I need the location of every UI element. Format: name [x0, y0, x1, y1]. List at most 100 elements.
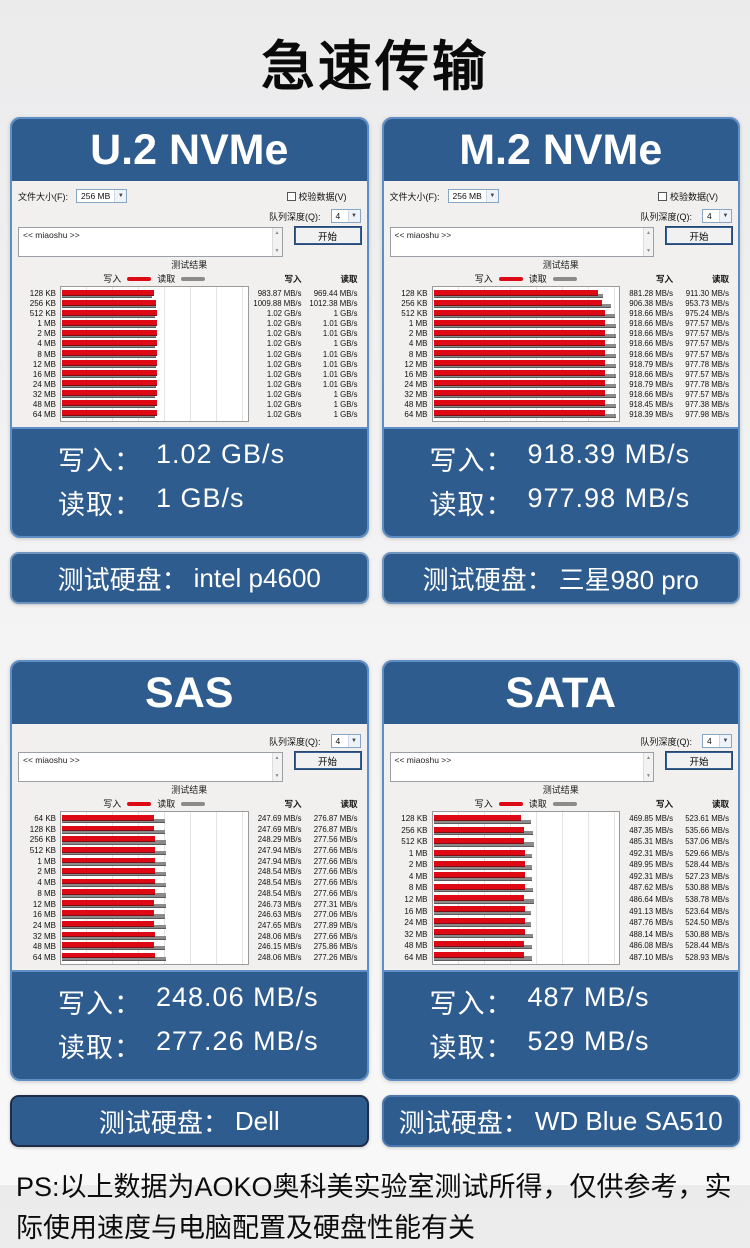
start-button[interactable]: 开始	[666, 752, 732, 769]
benchmark-window: ▼ 队列深度(Q): 4 ▼	[384, 724, 739, 967]
scroll-up-icon[interactable]: ▲	[274, 230, 280, 236]
block-size-label: 4 MB	[37, 878, 56, 888]
verify-data-option[interactable]: 校验数据(V)	[658, 190, 732, 203]
queue-depth-label: 队列深度(Q):	[269, 736, 321, 747]
value-row: 1.02 GB/s 1 GB/s	[249, 400, 361, 410]
write-value: 918.39 MB/s	[629, 410, 673, 420]
summary-write-value: 487 MB/s	[527, 982, 650, 1012]
bar-row	[433, 299, 620, 309]
value-row: 247.94 MB/s 277.66 MB/s	[249, 845, 361, 856]
value-row: 247.69 MB/s 276.87 MB/s	[249, 813, 361, 824]
description-textarea[interactable]: << miaoshu >> ▲ ▼	[18, 752, 283, 782]
bar-row	[433, 814, 620, 825]
value-row: 1.02 GB/s 1.01 GB/s	[249, 329, 361, 339]
description-textarea[interactable]: << miaoshu >> ▲ ▼	[18, 227, 283, 257]
read-bar	[62, 840, 166, 844]
bar-row	[433, 905, 620, 916]
verify-checkbox[interactable]	[658, 191, 667, 201]
bar-row	[61, 867, 248, 878]
textarea-scrollbar[interactable]: ▲ ▼	[643, 228, 653, 256]
write-value: 247.94 MB/s	[257, 856, 302, 866]
speed-summary: 写入： 918.39 MB/s 读取： 977.98 MB/s	[383, 427, 738, 536]
textarea-scrollbar[interactable]: ▲ ▼	[271, 228, 282, 256]
start-button[interactable]: 开始	[666, 227, 732, 244]
value-row: 1.02 GB/s 1 GB/s	[249, 410, 361, 420]
verify-checkbox[interactable]	[286, 191, 296, 201]
tested-disk-label: 测试硬盘：	[422, 564, 553, 595]
test-result-title: 测试结果	[171, 785, 208, 795]
summary-read-label: 读取：	[429, 490, 514, 520]
write-value: 1.02 GB/s	[266, 308, 302, 318]
value-row: 247.69 MB/s 276.87 MB/s	[249, 824, 361, 835]
read-value: 277.66 MB/s	[313, 888, 358, 898]
write-bar	[433, 815, 522, 821]
summary-read-value: 277.26 MB/s	[156, 1026, 319, 1056]
block-size-label: 512 KB	[401, 837, 428, 847]
queue-depth-select[interactable]: 4 ▼	[702, 734, 732, 748]
scroll-down-icon[interactable]: ▼	[274, 773, 280, 779]
bar-plot-area	[60, 286, 249, 422]
start-button[interactable]: 开始	[294, 227, 361, 244]
start-button[interactable]: 开始	[294, 752, 361, 769]
write-value: 918.66 MB/s	[629, 319, 673, 329]
read-value: 977.57 MB/s	[685, 390, 729, 400]
description-textarea[interactable]: << miaoshu >> ▲ ▼	[389, 752, 654, 782]
queue-depth-select[interactable]: 4 ▼	[330, 209, 361, 223]
read-value: 1.01 GB/s	[322, 359, 358, 369]
block-size-label: 16 MB	[32, 910, 56, 920]
panel-title: SAS	[12, 662, 367, 724]
summary-read-value: 977.98 MB/s	[527, 483, 691, 513]
legend: 写入 读取	[432, 797, 621, 810]
value-row: 492.31 MB/s 527.23 MB/s	[620, 871, 732, 883]
summary-write-line: 写入： 487 MB/s	[430, 982, 729, 1021]
write-value: 1.02 GB/s	[266, 329, 302, 339]
block-size-label: 32 MB	[404, 390, 428, 400]
scroll-down-icon[interactable]: ▼	[646, 773, 651, 779]
read-bar	[62, 394, 156, 397]
file-size-select[interactable]: 256 MB ▼	[447, 189, 499, 203]
bar-row	[61, 409, 248, 419]
read-bar	[433, 853, 533, 858]
value-row: 906.38 MB/s 953.73 MB/s	[620, 298, 732, 308]
value-row: 918.79 MB/s 977.78 MB/s	[620, 379, 732, 389]
scroll-down-icon[interactable]: ▼	[274, 248, 280, 254]
read-bar	[62, 334, 157, 337]
tested-disk-name: intel p4600	[193, 562, 321, 593]
verify-data-option[interactable]: 校验数据(V)	[286, 190, 361, 203]
description-textarea[interactable]: << miaoshu >> ▲ ▼	[389, 227, 654, 257]
read-bar	[62, 354, 157, 357]
queue-depth-select[interactable]: 4 ▼	[330, 734, 361, 748]
read-bar	[62, 914, 166, 918]
block-size-label: 12 MB	[32, 359, 56, 369]
textarea-scrollbar[interactable]: ▲ ▼	[643, 753, 653, 781]
write-value: 492.31 MB/s	[629, 848, 673, 858]
write-value: 246.73 MB/s	[257, 899, 302, 909]
chevron-down-icon: ▼	[347, 735, 360, 747]
description-text: << miaoshu >>	[394, 230, 452, 240]
value-row: 1.02 GB/s 1 GB/s	[249, 308, 361, 318]
scroll-up-icon[interactable]: ▲	[646, 755, 651, 761]
read-value: 277.66 MB/s	[313, 878, 358, 888]
write-bar	[433, 310, 605, 315]
read-value: 530.88 MB/s	[685, 929, 729, 939]
write-value: 247.69 MB/s	[257, 824, 302, 834]
read-value: 977.57 MB/s	[685, 339, 729, 349]
legend-write-label: 写入	[474, 274, 493, 284]
write-column-header: 写入	[284, 798, 302, 809]
scroll-up-icon[interactable]: ▲	[646, 230, 651, 236]
file-size-label: 文件大小(F):	[18, 191, 68, 202]
block-size-label: 16 MB	[404, 369, 428, 379]
block-size-label: 256 KB	[401, 298, 428, 308]
disclaimer-text: PS:以上数据为AOKO奥科美实验室测试所得，仅供参考，实际使用速度与电脑配置及…	[16, 1172, 732, 1243]
read-value: 1.01 GB/s	[322, 379, 358, 389]
value-row: 492.31 MB/s 529.66 MB/s	[620, 848, 732, 860]
queue-depth-select[interactable]: 4 ▼	[702, 209, 732, 223]
scroll-down-icon[interactable]: ▼	[646, 248, 651, 254]
read-swatch-icon	[181, 276, 206, 281]
benchmark-panel: SATA ▼ 队列深度(Q):	[381, 660, 740, 1081]
scroll-up-icon[interactable]: ▲	[274, 755, 280, 761]
tested-disk-label: 测试硬盘：	[398, 1107, 529, 1138]
verify-label: 校验数据(V)	[670, 191, 718, 202]
textarea-scrollbar[interactable]: ▲ ▼	[271, 753, 282, 781]
file-size-select[interactable]: 256 MB ▼	[76, 189, 128, 203]
